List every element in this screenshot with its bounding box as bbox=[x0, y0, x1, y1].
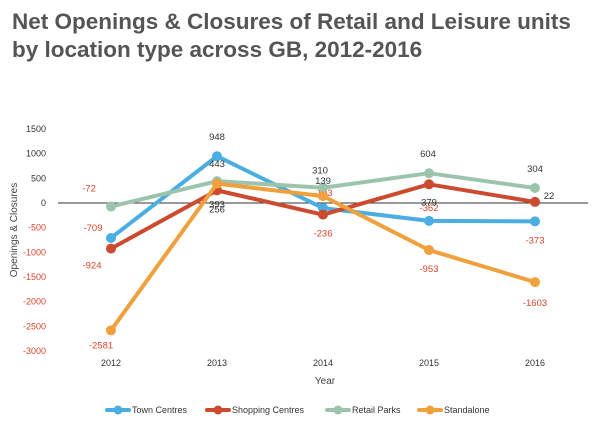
data-label-town-centres: -362 bbox=[419, 203, 438, 214]
data-point-shopping-centres bbox=[530, 196, 540, 207]
data-label-standalone: 393 bbox=[209, 200, 225, 211]
data-label-town-centres: 948 bbox=[209, 132, 225, 143]
data-point-retail-parks bbox=[106, 201, 116, 212]
x-tick-label: 2016 bbox=[525, 358, 545, 368]
data-label-retail-parks: -72 bbox=[82, 184, 96, 195]
legend-label: Town Centres bbox=[132, 405, 188, 415]
data-label-standalone: -1603 bbox=[523, 298, 547, 309]
data-label-retail-parks: 604 bbox=[420, 149, 436, 160]
legend-swatch-marker bbox=[113, 405, 123, 415]
y-axis-title: Openings & Closures bbox=[9, 183, 20, 278]
data-label-shopping-centres: -924 bbox=[82, 261, 101, 272]
data-label-shopping-centres: 379 bbox=[421, 197, 437, 208]
data-point-standalone bbox=[318, 191, 328, 202]
legend-item-standalone: Standalone bbox=[417, 405, 490, 415]
y-tick-label: -1500 bbox=[23, 272, 46, 282]
y-tick-label: -2500 bbox=[23, 321, 46, 331]
data-point-shopping-centres bbox=[106, 243, 116, 254]
data-label-standalone: 139 bbox=[315, 176, 331, 187]
data-point-shopping-centres bbox=[424, 179, 434, 190]
y-tick-label: 500 bbox=[31, 173, 46, 183]
legend-swatch-marker bbox=[213, 405, 223, 415]
data-label-retail-parks: 310 bbox=[312, 166, 328, 177]
data-point-standalone bbox=[530, 277, 540, 288]
data-label-retail-parks: 304 bbox=[527, 164, 543, 175]
legend-label: Shopping Centres bbox=[232, 405, 305, 415]
data-point-town-centres bbox=[212, 151, 222, 162]
data-point-town-centres bbox=[106, 232, 116, 243]
y-tick-label: -2000 bbox=[23, 297, 46, 307]
data-point-retail-parks bbox=[318, 182, 328, 193]
data-point-town-centres bbox=[424, 215, 434, 226]
legend-item-retail-parks: Retail Parks bbox=[325, 405, 401, 415]
data-point-standalone bbox=[424, 245, 434, 256]
legend-item-shopping-centres: Shopping Centres bbox=[205, 405, 305, 415]
x-tick-label: 2014 bbox=[313, 358, 333, 368]
chart-title: Net Openings & Closures of Retail and Le… bbox=[12, 9, 571, 62]
y-tick-label: 0 bbox=[41, 198, 46, 208]
data-label-shopping-centres: -236 bbox=[313, 229, 332, 240]
data-label-shopping-centres: 256 bbox=[209, 204, 225, 215]
data-label-standalone: -953 bbox=[419, 264, 438, 275]
data-label-town-centres: -709 bbox=[83, 223, 102, 234]
y-tick-label: -3000 bbox=[23, 346, 46, 356]
x-tick-label: 2012 bbox=[101, 358, 121, 368]
x-tick-label: 2015 bbox=[419, 358, 439, 368]
data-label-standalone: -2581 bbox=[89, 340, 113, 351]
data-point-standalone bbox=[212, 178, 222, 189]
legend-label: Standalone bbox=[444, 405, 490, 415]
y-tick-label: 1500 bbox=[26, 124, 46, 134]
legend-item-town-centres: Town Centres bbox=[105, 405, 188, 415]
x-axis-title: Year bbox=[315, 376, 336, 387]
legend-swatch-marker bbox=[425, 405, 435, 415]
data-point-shopping-centres bbox=[318, 209, 328, 220]
y-tick-label: -1000 bbox=[23, 247, 46, 257]
data-point-town-centres bbox=[530, 216, 540, 227]
data-label-shopping-centres: 22 bbox=[544, 191, 555, 202]
y-tick-label: -500 bbox=[28, 223, 46, 233]
data-label-retail-parks: 443 bbox=[209, 159, 225, 170]
data-point-retail-parks bbox=[424, 168, 434, 179]
y-tick-label: 1000 bbox=[26, 149, 46, 159]
legend-label: Retail Parks bbox=[352, 405, 401, 415]
data-label-town-centres: -373 bbox=[525, 235, 544, 246]
legend-swatch-marker bbox=[333, 405, 343, 415]
data-point-retail-parks bbox=[530, 183, 540, 194]
x-tick-label: 2013 bbox=[207, 358, 227, 368]
data-point-standalone bbox=[106, 325, 116, 336]
